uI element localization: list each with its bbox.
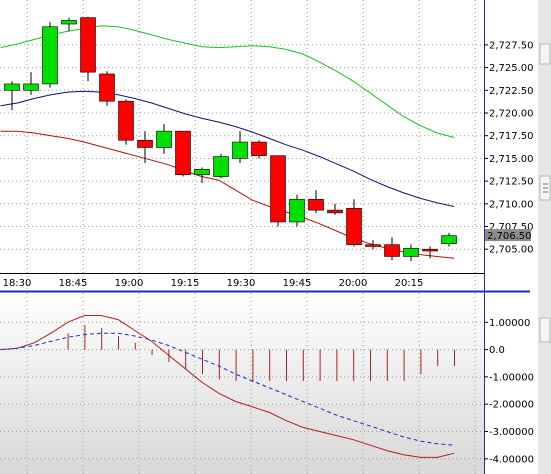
candle-body-bull bbox=[23, 83, 39, 91]
candle-body-bull bbox=[42, 26, 58, 85]
candle-body-bull bbox=[61, 20, 77, 25]
candle-body-bear bbox=[327, 209, 343, 214]
price-tick-label: 2,725.00 bbox=[489, 63, 534, 74]
time-tick-label: 19:15 bbox=[171, 278, 200, 289]
candle-7 bbox=[137, 131, 153, 163]
candle-19 bbox=[365, 240, 381, 250]
candle-body-bear bbox=[175, 130, 191, 176]
last-price-label: 2,706.50 bbox=[487, 231, 532, 242]
price-tick-label: 2,720.00 bbox=[489, 109, 534, 120]
candle-3 bbox=[61, 17, 77, 32]
candle-22 bbox=[422, 246, 438, 259]
time-tick-label: 19:45 bbox=[283, 278, 312, 289]
candle-20 bbox=[384, 237, 400, 261]
last-price-tag: 2,706.50 bbox=[485, 229, 532, 242]
candle-body-bear bbox=[346, 208, 362, 245]
candle-13 bbox=[251, 140, 267, 159]
time-tick-label: 19:00 bbox=[115, 278, 144, 289]
candle-body-bull bbox=[194, 168, 210, 176]
signal-line bbox=[0, 332, 455, 446]
price-tick-label: 2,715.00 bbox=[489, 154, 534, 165]
candle-15 bbox=[289, 194, 305, 227]
time-axis-labels: 18:30 18:45 19:00 19:15 19:30 19:45 20:00 20:15 bbox=[3, 278, 424, 289]
candle-body-bull bbox=[441, 235, 457, 245]
last-price-tag-bg bbox=[485, 229, 531, 242]
candle-body-bear bbox=[251, 141, 267, 156]
candle-8 bbox=[156, 123, 172, 154]
candle-9 bbox=[175, 130, 191, 177]
candle-4 bbox=[80, 16, 96, 82]
candle-11 bbox=[213, 153, 229, 179]
price-tick-label: 2,712.50 bbox=[489, 177, 534, 188]
time-tick-label: 18:30 bbox=[3, 278, 32, 289]
candle-10 bbox=[194, 167, 210, 183]
candle-1 bbox=[23, 72, 39, 95]
time-tick-label: 20:15 bbox=[395, 278, 424, 289]
candle-body-bear bbox=[137, 139, 153, 148]
price-tick-label: 2,722.50 bbox=[489, 86, 534, 97]
macd-axis-labels: 1.00000 0.0 -1.00000 -2.00000 -3.00000 -4.000… bbox=[484, 318, 534, 465]
candle-0 bbox=[4, 81, 20, 111]
scrollbar-thumb-top bbox=[539, 43, 551, 65]
candle-body-bull bbox=[289, 198, 305, 223]
candle-17 bbox=[327, 203, 343, 215]
macd-tick-label: -3.00000 bbox=[489, 427, 534, 438]
macd-lines bbox=[0, 315, 455, 458]
price-tick-label: 2,707.50 bbox=[489, 222, 534, 233]
macd-tick-label: -2.00000 bbox=[489, 400, 534, 411]
price-tick-label: 2,710.00 bbox=[489, 199, 534, 210]
candlesticks bbox=[4, 16, 457, 262]
candle-body-bear bbox=[422, 248, 438, 252]
macd-line bbox=[0, 315, 455, 458]
macd-tick-label: -1.00000 bbox=[489, 372, 534, 383]
candle-body-bull bbox=[213, 156, 229, 177]
candle-6 bbox=[118, 99, 134, 145]
candle-body-bear bbox=[99, 73, 115, 102]
candle-16 bbox=[308, 190, 324, 213]
ma-mid-line bbox=[0, 90, 455, 207]
candle-body-bull bbox=[403, 247, 419, 257]
candle-2 bbox=[42, 22, 58, 88]
candle-12 bbox=[232, 131, 248, 163]
ma-slow-line bbox=[0, 25, 455, 138]
price-tick-label: 2,727.50 bbox=[489, 40, 534, 51]
macd-histogram bbox=[67, 325, 455, 383]
candle-18 bbox=[346, 199, 362, 247]
candle-body-bull bbox=[4, 83, 20, 91]
candle-body-bear bbox=[308, 198, 324, 211]
price-axis-labels: 2,705.00 2,707.50 2,710.00 2,712.50 2,715.00… bbox=[484, 40, 534, 256]
candle-body-bull bbox=[232, 141, 248, 159]
candle-body-bear bbox=[270, 155, 286, 223]
candle-body-bear bbox=[384, 244, 400, 257]
price-tick-label: 2,705.00 bbox=[489, 245, 534, 256]
macd-tick-label: 1.00000 bbox=[489, 318, 530, 329]
macd-grid bbox=[0, 293, 484, 474]
candle-21 bbox=[403, 244, 419, 262]
candle-body-bear bbox=[365, 244, 381, 247]
candle-23 bbox=[441, 232, 457, 247]
macd-panel-background bbox=[0, 293, 484, 474]
scrollbar-thumb-lower bbox=[539, 317, 551, 343]
scrollbar-track bbox=[538, 0, 551, 474]
time-tick-label: 20:00 bbox=[339, 278, 368, 289]
candle-5 bbox=[99, 71, 115, 106]
vertical-scrollbar[interactable] bbox=[538, 0, 551, 474]
macd-tick-label: 0.0 bbox=[489, 345, 505, 356]
time-tick-label: 18:45 bbox=[59, 278, 88, 289]
price-tick-label: 2,717.50 bbox=[489, 131, 534, 142]
candle-body-bull bbox=[156, 130, 172, 148]
candle-body-bear bbox=[118, 100, 134, 141]
macd-tick-label: -4.00000 bbox=[489, 454, 534, 465]
candle-body-bear bbox=[80, 17, 96, 73]
time-tick-label: 19:30 bbox=[227, 278, 256, 289]
candle-14 bbox=[270, 155, 286, 227]
axes bbox=[0, 0, 530, 474]
